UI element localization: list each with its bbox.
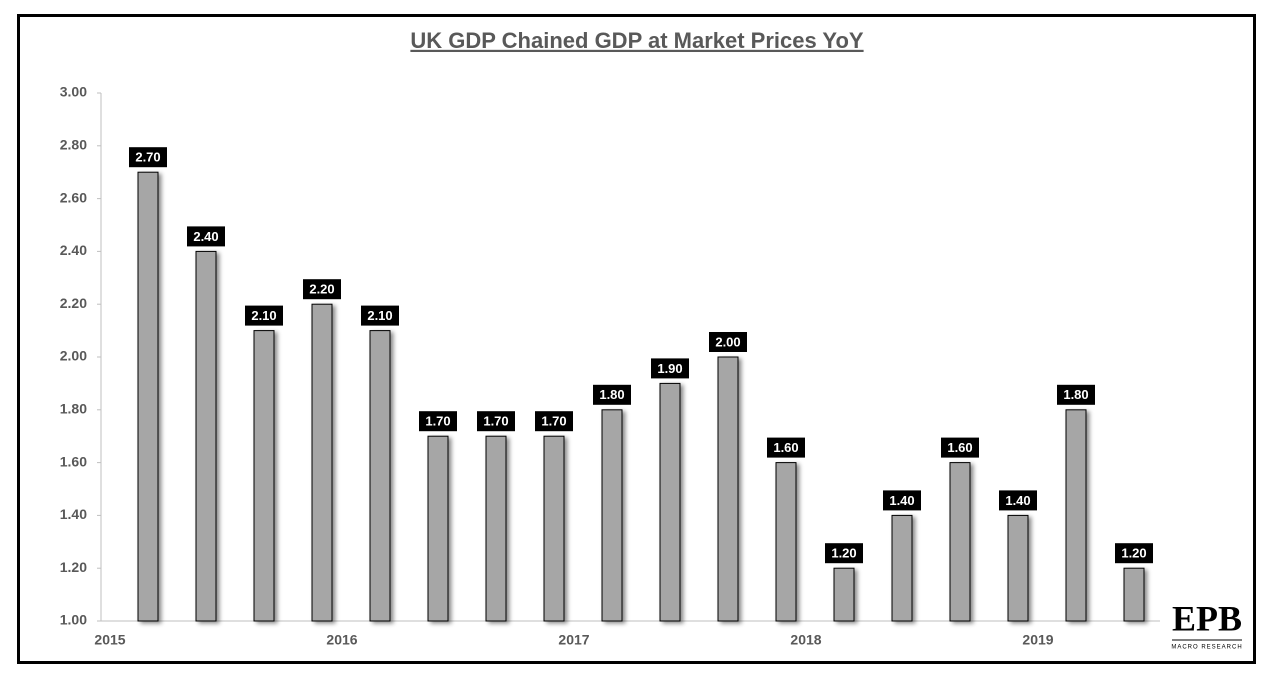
bar bbox=[891, 514, 913, 622]
value-label: 2.10 bbox=[367, 308, 392, 323]
bar bbox=[485, 435, 507, 622]
value-label: 1.20 bbox=[831, 546, 856, 561]
value-label: 1.20 bbox=[1121, 546, 1146, 561]
value-label-box bbox=[593, 384, 631, 405]
bar bbox=[427, 435, 449, 622]
value-label: 1.60 bbox=[773, 440, 798, 455]
x-tick-label: 2015 bbox=[94, 632, 125, 648]
value-label-box bbox=[825, 543, 863, 564]
y-tick-label: 2.60 bbox=[60, 189, 87, 205]
value-label: 2.10 bbox=[251, 308, 276, 323]
bar bbox=[137, 171, 159, 622]
value-label-box bbox=[999, 490, 1037, 511]
value-label-box bbox=[187, 226, 225, 247]
value-label: 1.80 bbox=[1063, 387, 1088, 402]
y-tick-label: 2.20 bbox=[60, 295, 87, 311]
value-label: 1.70 bbox=[425, 414, 450, 429]
value-label: 2.20 bbox=[309, 282, 334, 297]
value-label-box bbox=[767, 437, 805, 458]
value-label-box bbox=[941, 437, 979, 458]
y-tick-label: 1.20 bbox=[60, 559, 87, 575]
y-tick-label: 2.80 bbox=[60, 137, 87, 153]
x-tick-label: 2017 bbox=[558, 632, 589, 648]
value-label: 1.80 bbox=[599, 387, 624, 402]
y-tick-label: 1.40 bbox=[60, 506, 87, 522]
logo-subtitle: MACRO RESEARCH bbox=[1171, 645, 1242, 651]
value-label: 1.70 bbox=[541, 414, 566, 429]
bar bbox=[1007, 514, 1029, 622]
bar bbox=[369, 330, 391, 622]
value-label-box bbox=[477, 411, 515, 432]
bar bbox=[543, 435, 565, 622]
chart-border bbox=[17, 14, 1256, 664]
bar bbox=[195, 250, 217, 622]
value-label-box bbox=[1115, 543, 1153, 564]
value-label-box bbox=[651, 358, 689, 379]
value-label-box bbox=[709, 332, 747, 352]
bar bbox=[659, 382, 681, 622]
bar bbox=[949, 462, 971, 622]
value-label: 2.00 bbox=[715, 334, 740, 349]
x-tick-label: 2019 bbox=[1022, 632, 1053, 648]
value-label: 1.70 bbox=[483, 414, 508, 429]
y-tick-label: 2.00 bbox=[60, 348, 87, 364]
value-label-box bbox=[1057, 384, 1095, 405]
value-label: 1.60 bbox=[947, 440, 972, 455]
value-label-box bbox=[419, 411, 457, 432]
value-label-box bbox=[245, 305, 283, 326]
value-label-box bbox=[535, 411, 573, 432]
y-tick-label: 3.00 bbox=[60, 84, 87, 100]
value-label: 1.40 bbox=[889, 493, 914, 508]
bar bbox=[1123, 567, 1145, 622]
value-label-box bbox=[303, 279, 341, 300]
y-tick-label: 2.40 bbox=[60, 242, 87, 258]
x-tick-label: 2018 bbox=[790, 632, 821, 648]
bar bbox=[311, 303, 333, 622]
value-label: 1.90 bbox=[657, 361, 682, 376]
bar bbox=[833, 567, 855, 622]
y-tick-label: 1.00 bbox=[60, 612, 87, 628]
bar bbox=[253, 330, 275, 622]
value-label-box bbox=[883, 490, 921, 511]
bar bbox=[601, 409, 623, 622]
x-tick-label: 2016 bbox=[326, 632, 357, 648]
bar bbox=[717, 356, 739, 622]
chart-title: UK GDP Chained GDP at Market Prices YoY bbox=[410, 28, 864, 53]
bar bbox=[1065, 409, 1087, 622]
value-label-box bbox=[361, 305, 399, 326]
bar bbox=[775, 462, 797, 622]
value-label-box bbox=[129, 147, 167, 168]
value-label: 2.40 bbox=[193, 229, 218, 244]
logo: EPB bbox=[1172, 598, 1242, 638]
value-label: 1.40 bbox=[1005, 493, 1030, 508]
value-label: 2.70 bbox=[135, 150, 160, 165]
y-tick-label: 1.60 bbox=[60, 453, 87, 469]
y-tick-label: 1.80 bbox=[60, 401, 87, 417]
